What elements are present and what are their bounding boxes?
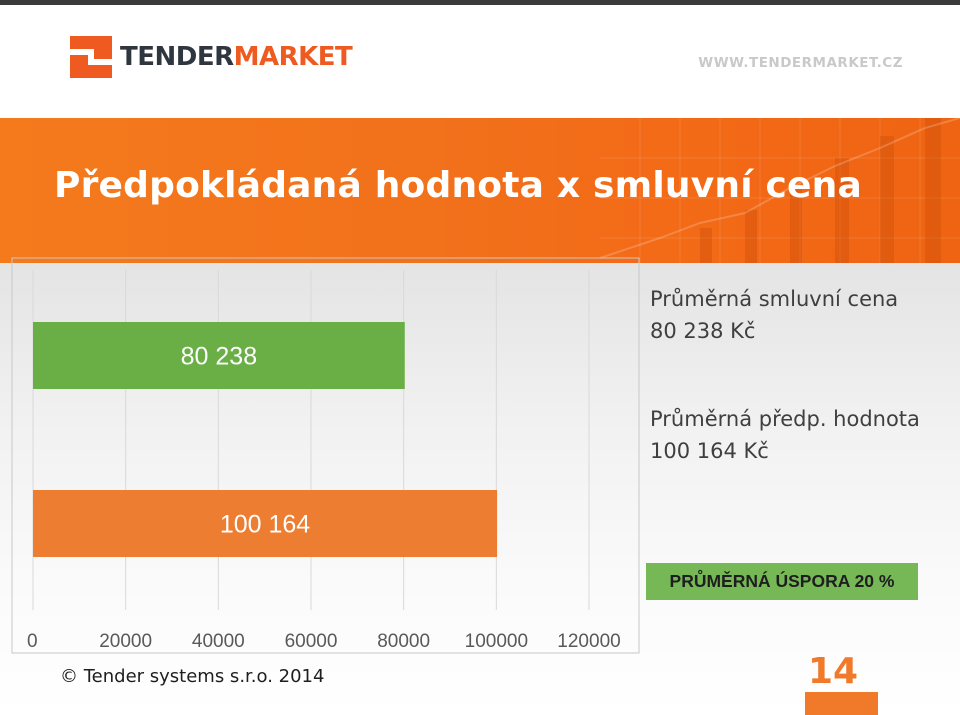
chart-bar-labels: 80 238 100 164 bbox=[181, 343, 311, 539]
chart-bars bbox=[33, 322, 498, 557]
x-tick-label-4: 80000 bbox=[377, 631, 430, 652]
x-tick-label-5: 100000 bbox=[465, 631, 528, 652]
x-tick-label-0: 0 bbox=[27, 631, 38, 652]
bar-chart: 80 238 100 164 0 20000 40000 60000 80000 10000… bbox=[11, 257, 640, 654]
website-url: WWW.TENDERMARKET.CZ bbox=[698, 55, 903, 71]
tendermarket-logo: TENDERMARKET bbox=[70, 36, 353, 80]
logo-wordmark-part2: MARKET bbox=[233, 42, 353, 72]
banner-decoration bbox=[599, 118, 960, 263]
estimated-value-info: Průměrná předp. hodnota 100 164 Kč bbox=[650, 403, 920, 467]
page-number-bar bbox=[805, 692, 878, 715]
logo-wordmark-part1: TENDER bbox=[120, 42, 234, 72]
slide-title: Předpokládaná hodnota x smluvní cena bbox=[54, 165, 862, 206]
page-number: 14 bbox=[807, 651, 859, 692]
x-tick-label-2: 40000 bbox=[192, 631, 245, 652]
bar-0 bbox=[33, 322, 405, 389]
chart-x-axis: 0 20000 40000 60000 80000 100000 120000 bbox=[27, 631, 621, 652]
chart-grid bbox=[32, 270, 590, 610]
x-tick-label-3: 60000 bbox=[285, 631, 338, 652]
title-banner bbox=[0, 118, 960, 263]
contract-price-info: Průměrná smluvní cena 80 238 Kč bbox=[650, 283, 898, 347]
contract-price-value: 80 238 Kč bbox=[650, 319, 756, 343]
x-tick-label-6: 120000 bbox=[557, 631, 620, 652]
bar-data-label-0: 80 238 bbox=[181, 343, 257, 371]
contract-price-label: Průměrná smluvní cena bbox=[650, 287, 899, 311]
logo-wordmark: TENDERMARKET bbox=[120, 42, 353, 72]
x-tick-label-1: 20000 bbox=[99, 631, 152, 652]
estimated-value-value: 100 164 Kč bbox=[650, 439, 769, 463]
chart-frame bbox=[11, 257, 640, 654]
top-bar bbox=[0, 0, 960, 5]
savings-badge: PRŮMĚRNÁ ÚSPORA 20 % bbox=[646, 563, 918, 600]
bar-data-label-1: 100 164 bbox=[220, 511, 310, 539]
footer-copyright: © Tender systems s.r.o. 2014 bbox=[60, 666, 325, 687]
bar-1 bbox=[33, 490, 498, 557]
estimated-value-label: Průměrná předp. hodnota bbox=[650, 407, 920, 431]
logo-mark-icon bbox=[70, 36, 112, 78]
